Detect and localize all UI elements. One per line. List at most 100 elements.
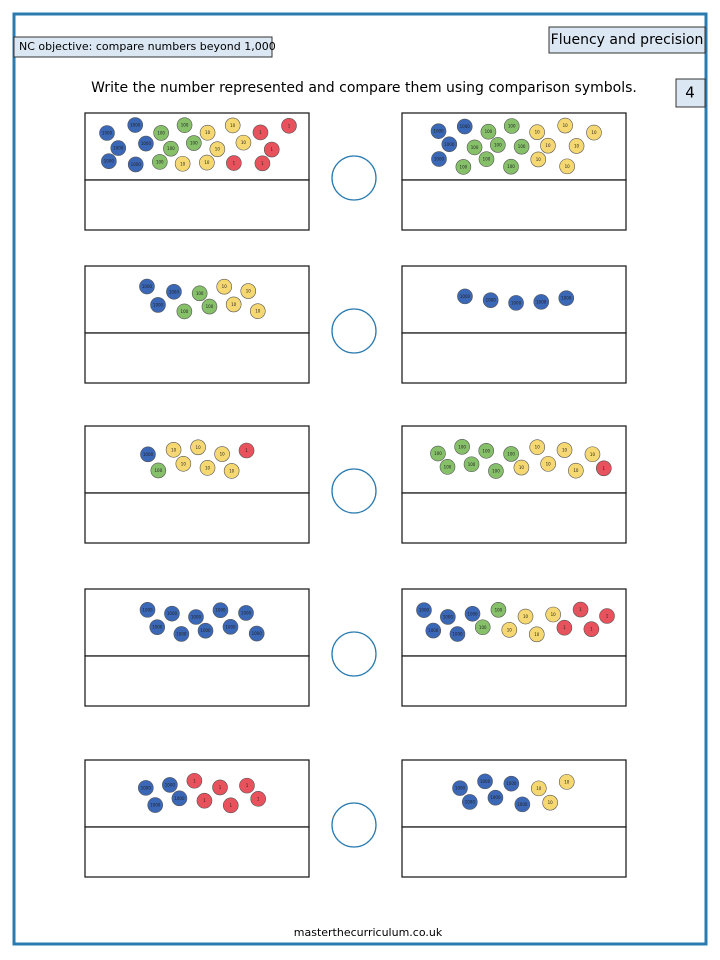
counter: [238, 442, 255, 459]
counter-label: 100: [479, 625, 487, 630]
answer-area: [84, 492, 310, 544]
counter: [529, 439, 546, 455]
counter-label: 100: [458, 444, 466, 449]
left-box: 1000 100 10 10 10 10 10 10 1: [84, 425, 310, 544]
counter: [540, 137, 556, 154]
counter-label: 100: [471, 145, 479, 150]
counter-label: 1000: [200, 628, 211, 633]
counter: [222, 619, 239, 635]
counter-label: 1000: [152, 625, 163, 630]
counter: [212, 602, 229, 619]
counter-label: 1000: [480, 779, 491, 784]
instruction: Write the number represented and compare…: [91, 80, 637, 96]
counter: [173, 626, 190, 642]
section-title: Fluency and precision: [551, 32, 704, 48]
counter-label: 100: [507, 451, 515, 456]
counter-label: 1: [270, 147, 273, 152]
counter-label: 10: [536, 786, 542, 791]
counter: [188, 609, 204, 625]
counter-label: 1: [259, 130, 262, 135]
counter-label: 1000: [113, 146, 124, 151]
counter-label: 100: [157, 130, 165, 135]
counter-label: 10: [548, 800, 554, 805]
counter-label: 1000: [434, 157, 445, 162]
counter: [175, 455, 192, 472]
counter-label: 1000: [517, 802, 528, 807]
counter: [254, 155, 271, 172]
counter: [487, 789, 504, 806]
counter-label: 100: [482, 448, 490, 453]
counter: [199, 460, 216, 476]
counter-label: 1: [219, 785, 222, 790]
left-box: 1000 1000 1000 1000 1000 1000 1000 1000 1000 1000: [84, 588, 310, 707]
counter-label: 1000: [241, 610, 252, 615]
counter: [430, 445, 446, 462]
counter: [140, 446, 156, 463]
objective-box: [13, 36, 273, 58]
counter-label: 1: [246, 783, 249, 788]
counter-label: 100: [507, 164, 515, 169]
counter: [239, 777, 255, 794]
counter-label: 100: [483, 157, 491, 162]
counter-label: 1: [579, 607, 582, 612]
counter-label: 1000: [130, 123, 141, 128]
counter: [559, 158, 575, 175]
counter: [281, 117, 297, 134]
counter-label: 1000: [419, 608, 430, 613]
counter-label: 100: [190, 141, 198, 146]
counter: [529, 124, 545, 141]
counter-label: 1000: [153, 302, 164, 307]
counter: [127, 117, 144, 133]
counter: [466, 139, 483, 156]
counter-label: 10: [562, 448, 568, 453]
counter: [238, 605, 254, 621]
answer-area: [84, 655, 310, 707]
counter: [545, 606, 561, 623]
counter: [197, 622, 214, 639]
counter-label: 100: [495, 607, 503, 612]
counter-label: 10: [519, 465, 525, 470]
counter: [165, 441, 182, 458]
counter-label: 10: [551, 612, 557, 617]
comparison-circle: [331, 468, 377, 514]
counter: [503, 775, 520, 792]
counter-label: 1000: [225, 624, 236, 629]
counter-label: 100: [518, 144, 526, 149]
counter: [416, 602, 432, 618]
counter: [457, 288, 473, 305]
counter: [235, 134, 252, 151]
counter-label: 10: [180, 161, 186, 166]
counter-area: [84, 759, 310, 828]
answer-area: [84, 332, 310, 384]
counter-label: 100: [206, 304, 214, 309]
counter: [542, 794, 558, 811]
answer-area: [401, 826, 627, 878]
counter-label: 1000: [511, 300, 522, 305]
counter: [139, 278, 155, 295]
counter: [162, 777, 178, 793]
counter-label: 10: [205, 465, 211, 470]
counter: [455, 159, 472, 175]
counter-label: 100: [460, 164, 468, 169]
counter-label: 100: [444, 464, 452, 469]
counter: [138, 780, 154, 796]
answer-area: [401, 655, 627, 707]
counter-label: 10: [590, 452, 596, 457]
counter-label: 100: [492, 469, 500, 474]
counter: [199, 154, 215, 171]
counter: [214, 446, 230, 462]
counter-label: 10: [171, 447, 177, 452]
counter-label: 1000: [433, 129, 444, 134]
counter: [583, 621, 600, 637]
counter-label: 1000: [143, 452, 154, 457]
counter-label: 1000: [167, 611, 178, 616]
right-box: 100 100 100 100 100 100 100 10 10 10 10 10 10 1: [401, 425, 627, 544]
counter-label: 1000: [142, 607, 153, 612]
counter-label: 10: [246, 289, 252, 294]
counter-label: 10: [563, 123, 569, 128]
answer-area: [401, 492, 627, 544]
counter-label: 10: [255, 309, 261, 314]
counter-label: 1000: [455, 786, 466, 791]
counter: [533, 294, 550, 310]
